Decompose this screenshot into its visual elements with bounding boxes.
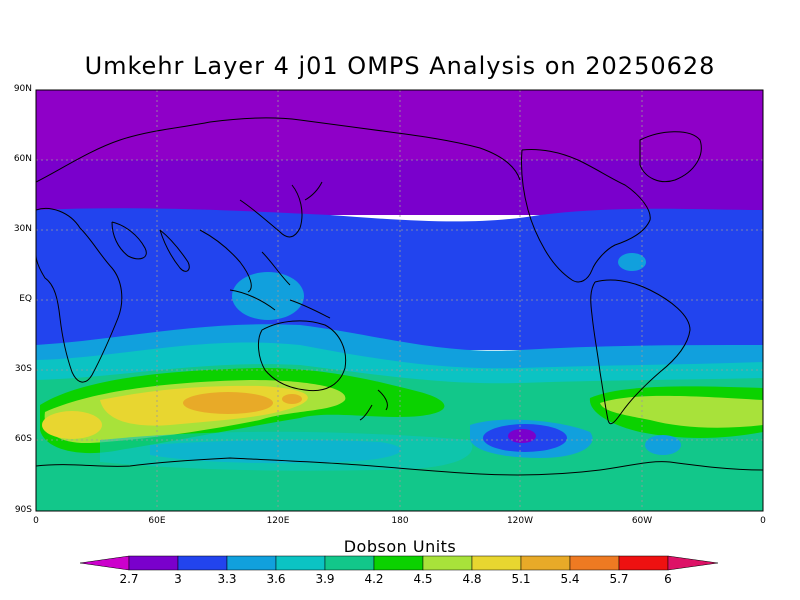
map-title: Umkehr Layer 4 j01 OMPS Analysis on 2025…	[84, 52, 716, 80]
lat-label-90s: 90S	[14, 505, 32, 515]
coastline-southeast-asia	[199, 229, 331, 319]
lat-label-30s: 30S	[14, 364, 32, 374]
belt-yellow-west	[42, 411, 102, 439]
colorbar-segment	[618, 555, 669, 571]
caribbean-cyan	[618, 253, 646, 271]
indonesia-cyan	[232, 272, 304, 320]
coastline-south-america	[590, 279, 691, 425]
coastline-antarctica	[36, 457, 763, 476]
lat-label-30n: 30N	[13, 224, 32, 234]
map-frame	[35, 89, 764, 512]
colorbar-tick-label: 3	[174, 572, 182, 586]
coastline-north-america	[521, 149, 651, 283]
coastline-arabia	[111, 221, 147, 260]
colorbar-tick-label: 5.7	[609, 572, 629, 586]
coastline-greenland	[639, 131, 702, 183]
colorbar-arrow-low	[79, 555, 130, 571]
lon-label-60e: 60E	[148, 516, 166, 526]
colorbar-arrow-high	[667, 555, 719, 571]
belt-orange-small	[282, 394, 302, 404]
colorbar-segments	[79, 555, 719, 571]
colorbar-tick-label: 4.2	[364, 572, 384, 586]
coastline-new-zealand	[359, 389, 388, 421]
colorbar-segment	[569, 555, 620, 571]
lat-label-90n: 90N	[13, 84, 32, 94]
colorbar-segment	[324, 555, 375, 571]
coastline-eurasia	[36, 117, 521, 183]
coastline-africa	[36, 207, 123, 383]
lon-label-120e: 120E	[266, 516, 290, 526]
colorbar-tick-label: 3.3	[217, 572, 237, 586]
low-antarctic-teal	[100, 431, 473, 471]
lat-label-60s: 60S	[14, 434, 32, 444]
colorbar-tick-label: 4.5	[413, 572, 433, 586]
coastline-india	[159, 229, 190, 272]
belt-orange	[183, 392, 273, 414]
lon-label-120w: 120W	[506, 516, 534, 526]
colorbar-segment	[226, 555, 277, 571]
graticule	[36, 90, 763, 511]
coastline-china-japan	[239, 181, 323, 238]
colorbar-tick-label: 3.6	[266, 572, 286, 586]
coastline-australia	[257, 320, 347, 392]
atlantic-lime	[600, 395, 763, 428]
colorbar-segment	[177, 555, 228, 571]
colorbar-tick-label: 4.8	[462, 572, 482, 586]
lon-label-180: 180	[391, 516, 409, 526]
colorbar-segment	[471, 555, 522, 571]
colorbar-tick-label: 3.9	[315, 572, 335, 586]
colorbar-tick-label: 2.7	[119, 572, 139, 586]
colorbar-tick-label: 5.4	[560, 572, 580, 586]
colorbar-tick-label: 5.1	[511, 572, 531, 586]
coastlines	[36, 117, 763, 476]
colorbar-tick-label: 6	[664, 572, 672, 586]
colorbar-segment	[128, 555, 179, 571]
lat-label-60n: 60N	[13, 154, 32, 164]
colorbar-segment	[520, 555, 571, 571]
colorbar-segment	[275, 555, 326, 571]
lon-label-0-east: 0	[760, 516, 766, 526]
lon-label-60w: 60W	[631, 516, 653, 526]
lon-label-0-west: 0	[33, 516, 39, 526]
colorbar-title: Dobson Units	[343, 537, 457, 556]
low-pacific-purple	[508, 429, 536, 443]
band-tropics	[36, 208, 763, 350]
band-north-mid-edge	[36, 173, 763, 215]
colorbar-segment	[422, 555, 473, 571]
lat-label-eq: EQ	[19, 294, 32, 304]
colorbar-segment	[373, 555, 424, 571]
